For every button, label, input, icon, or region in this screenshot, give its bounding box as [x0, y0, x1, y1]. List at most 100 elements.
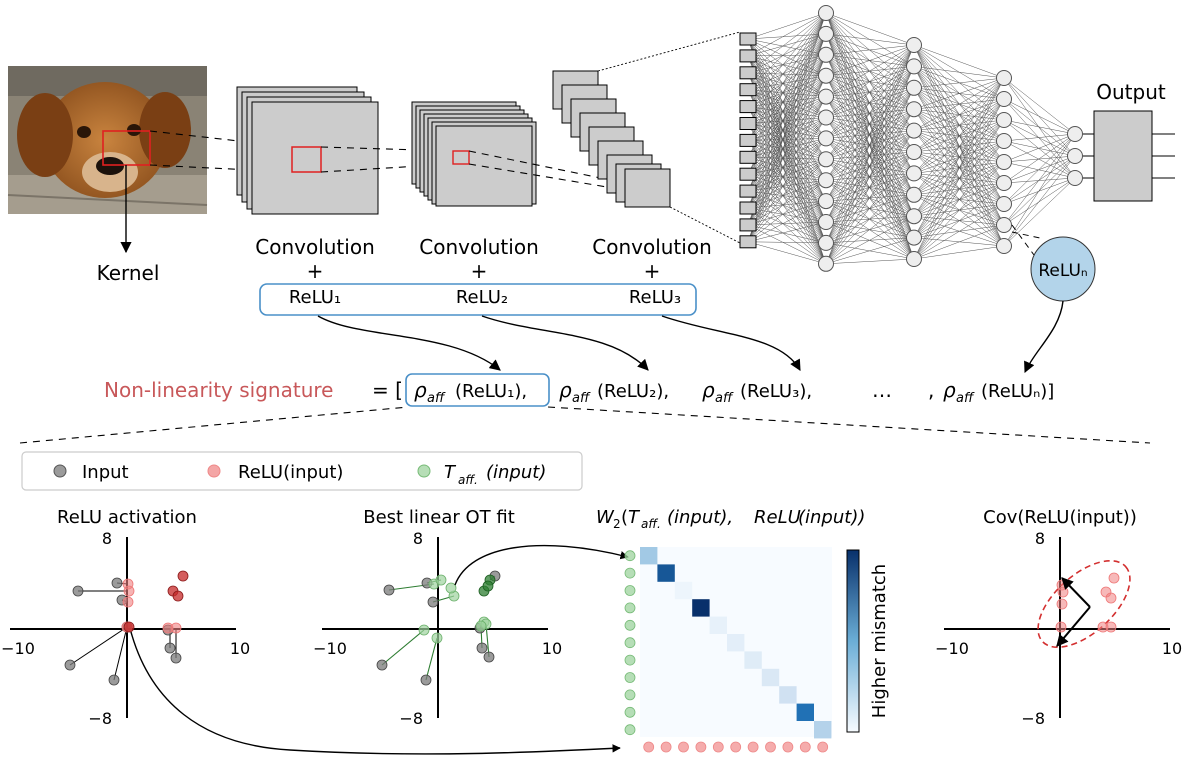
legend-taff-sub: aff.	[458, 473, 478, 487]
svg-text:10: 10	[1162, 639, 1182, 658]
svg-text:(input)): (input))	[798, 507, 865, 528]
rho-1: ρ	[414, 378, 427, 402]
neuron	[818, 130, 834, 147]
term-3: (ReLU₃),	[740, 381, 812, 402]
neuron	[906, 79, 922, 96]
svg-text:−8: −8	[399, 709, 423, 728]
neuron	[906, 229, 922, 246]
svg-text:aff.: aff.	[641, 517, 661, 531]
neuron	[906, 251, 922, 267]
matrix-cell	[692, 599, 710, 617]
taff-dot	[624, 637, 636, 649]
dog-photo	[7, 66, 208, 214]
neuron	[996, 70, 1012, 86]
comma: ,	[928, 378, 934, 402]
flatten-unit	[739, 167, 757, 181]
colorbar-label: Higher mismatch	[869, 564, 890, 718]
conv2-plus: +	[471, 259, 488, 283]
legend-taff-T: T	[444, 462, 457, 483]
aff-2: aff	[572, 391, 591, 406]
ellipsis: …	[872, 378, 892, 402]
svg-text:−8: −8	[1021, 709, 1045, 728]
svg-text:(: (	[621, 507, 628, 528]
neuron	[996, 175, 1012, 191]
neuron	[1067, 170, 1083, 186]
matrix-cell	[640, 547, 658, 565]
neuron	[906, 165, 922, 182]
relu-dot	[678, 741, 689, 753]
relu-dot	[817, 741, 829, 753]
svg-text:−10: −10	[1, 639, 35, 658]
svg-text:10: 10	[230, 639, 250, 658]
fully-connected-network	[739, 5, 1094, 272]
neuron	[906, 37, 922, 53]
conv-layer-1	[236, 86, 379, 215]
panel-relu-title: ReLU activation	[57, 507, 197, 528]
neuron	[818, 214, 834, 230]
neuron	[818, 88, 834, 105]
relu-dot	[765, 741, 776, 753]
relu-dot	[695, 741, 707, 753]
neuron	[996, 238, 1012, 254]
aff-1: aff	[427, 391, 446, 406]
flatten-unit	[739, 83, 757, 97]
neuron	[818, 46, 834, 63]
term-2: (ReLU₂),	[597, 381, 669, 402]
panel-w2-title: W 2 ( T aff. (input), ReLU (input))	[596, 507, 865, 531]
neuron	[996, 91, 1012, 107]
taff-dot	[624, 724, 636, 736]
matrix-cell	[727, 634, 745, 652]
flatten-unit	[739, 150, 757, 164]
relu-dot	[730, 741, 742, 753]
conv1-title: Convolution	[255, 235, 375, 259]
relu-dot	[660, 741, 672, 753]
taff-dot	[624, 689, 636, 701]
conv-layer-3	[552, 70, 671, 208]
taff-dot	[624, 619, 636, 631]
svg-text:−8: −8	[88, 709, 112, 728]
relu-dot	[643, 741, 655, 753]
term-n: (ReLUₙ)]	[981, 381, 1054, 402]
neuron	[906, 58, 922, 75]
taff-dot	[624, 567, 636, 579]
svg-text:ReLU: ReLU	[754, 507, 801, 528]
flatten-unit	[739, 66, 757, 80]
conv3-plus: +	[644, 259, 661, 283]
svg-text:W: W	[596, 507, 615, 528]
flatten-unit	[739, 218, 757, 232]
colorbar	[846, 549, 860, 733]
matrix-cell	[796, 703, 814, 721]
svg-text:8: 8	[102, 529, 112, 548]
legend-input: Input	[82, 462, 129, 483]
conv3-title: Convolution	[592, 235, 712, 259]
neuron	[818, 5, 834, 21]
relu-group-box	[259, 283, 697, 316]
taff-dot	[624, 550, 636, 562]
conv2-title: Convolution	[419, 235, 539, 259]
neuron	[818, 193, 834, 210]
flatten-unit	[739, 235, 757, 249]
neuron	[996, 217, 1012, 233]
relu-dot	[782, 741, 794, 753]
panel-w2-matrix: Higher mismatch	[624, 547, 890, 753]
neuron	[818, 172, 834, 189]
legend: Input ReLU(input) T aff. (input)	[21, 451, 583, 491]
taff-dot	[624, 654, 636, 666]
matrix-cell	[709, 616, 727, 634]
conv3-relu: ReLU₃	[629, 287, 681, 308]
neuron	[906, 101, 922, 118]
term-1: (ReLU₁),	[455, 381, 527, 402]
conv1-plus: +	[307, 259, 324, 283]
svg-text:2: 2	[613, 517, 621, 531]
signature-label: Non-linearity signature	[104, 378, 333, 402]
panel-best-fit: 8 −8 −10 10	[313, 529, 562, 728]
taff-dot	[624, 585, 636, 596]
rho-2: ρ	[559, 378, 572, 402]
neuron	[996, 154, 1012, 170]
rho-3: ρ	[702, 378, 715, 402]
signature-bracket-highlight	[405, 373, 550, 407]
neuron	[818, 255, 834, 272]
neuron	[818, 151, 834, 168]
output-block	[1093, 110, 1175, 202]
